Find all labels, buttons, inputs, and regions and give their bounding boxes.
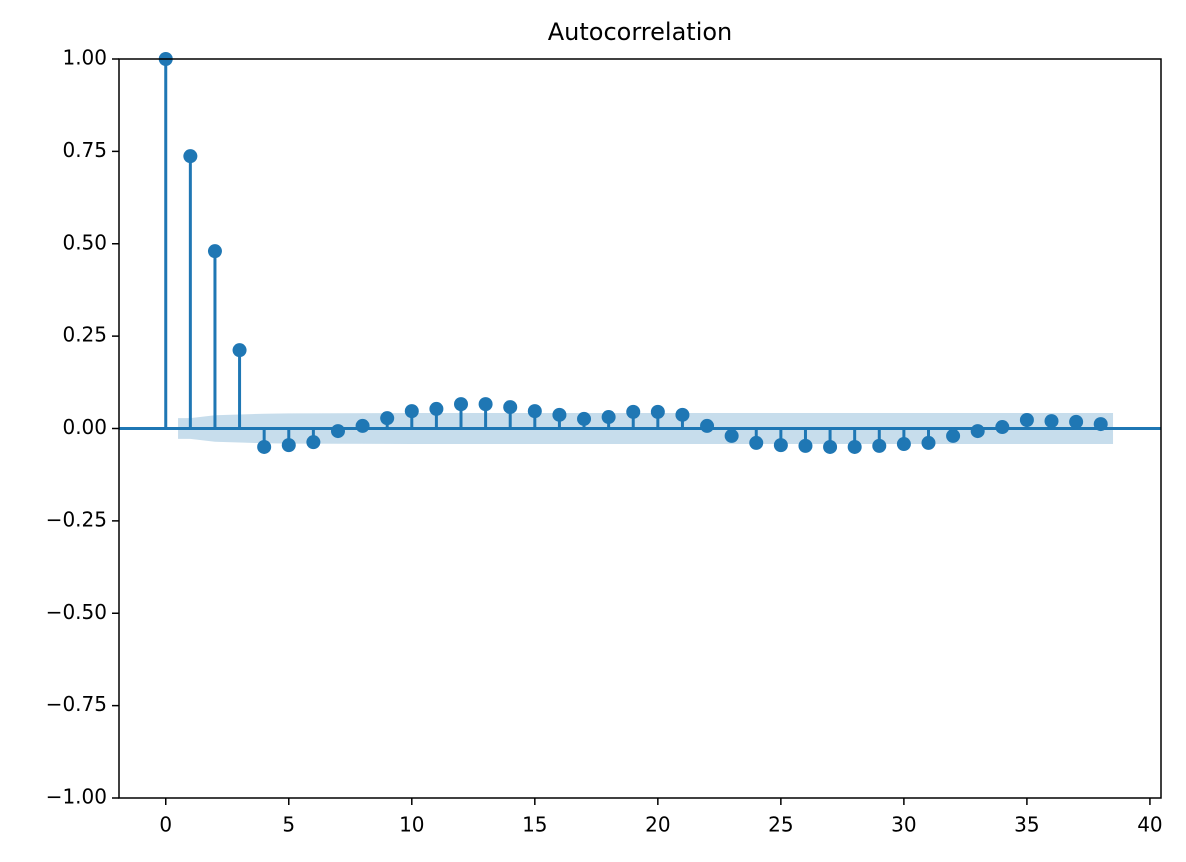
marker	[1019, 413, 1034, 428]
x-tick-label: 5	[282, 813, 295, 837]
marker	[404, 404, 419, 419]
y-tick-label: 1.00	[62, 46, 107, 70]
y-tick-label: 0.50	[62, 230, 107, 254]
marker	[577, 411, 592, 426]
marker	[896, 437, 911, 452]
marker	[1069, 414, 1084, 429]
marker	[921, 435, 936, 450]
marker	[601, 410, 616, 425]
marker	[946, 428, 961, 443]
marker	[355, 418, 370, 433]
marker	[798, 438, 813, 453]
marker	[380, 411, 395, 426]
marker	[847, 439, 862, 454]
y-tick-label: −1.00	[46, 785, 107, 809]
marker	[650, 404, 665, 419]
x-tick-label: 25	[768, 813, 793, 837]
x-tick-label: 35	[1014, 813, 1039, 837]
marker	[527, 404, 542, 419]
marker	[183, 149, 198, 164]
marker	[749, 435, 764, 450]
chart-title: Autocorrelation	[548, 18, 733, 46]
marker	[995, 420, 1010, 435]
marker	[675, 407, 690, 422]
marker	[503, 400, 518, 415]
marker	[429, 401, 444, 416]
x-tick-label: 15	[522, 813, 547, 837]
marker	[454, 397, 469, 412]
marker	[823, 439, 838, 454]
x-tick-label: 20	[645, 813, 670, 837]
marker	[1093, 417, 1108, 432]
y-tick-label: 0.00	[62, 415, 107, 439]
y-tick-label: 0.25	[62, 323, 107, 347]
marker	[700, 418, 715, 433]
y-tick-label: −0.25	[46, 507, 107, 531]
y-tick-label: −0.75	[46, 692, 107, 716]
x-tick-label: 10	[399, 813, 424, 837]
marker	[207, 244, 222, 259]
marker	[626, 404, 641, 419]
marker	[281, 438, 296, 453]
marker	[257, 439, 272, 454]
marker	[478, 397, 493, 412]
x-tick-label: 30	[891, 813, 916, 837]
marker	[970, 424, 985, 439]
x-tick-label: 0	[159, 813, 172, 837]
axes-frame	[118, 58, 1162, 799]
y-tick-label: −0.50	[46, 600, 107, 624]
marker	[724, 428, 739, 443]
marker	[330, 424, 345, 439]
y-tick-label: 0.75	[62, 138, 107, 162]
marker	[232, 343, 247, 358]
marker	[773, 438, 788, 453]
marker	[1044, 414, 1059, 429]
marker	[306, 435, 321, 450]
marker	[552, 407, 567, 422]
x-tick-label: 40	[1137, 813, 1162, 837]
marker	[872, 438, 887, 453]
